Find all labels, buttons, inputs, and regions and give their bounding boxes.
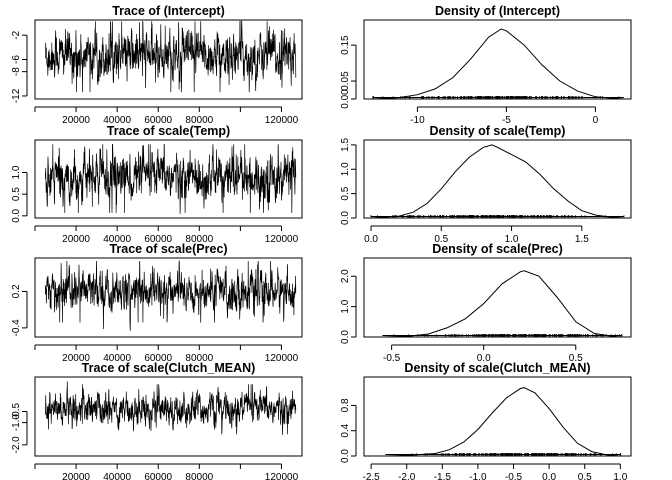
panel-2-y-tick-label: 0.05 bbox=[340, 71, 351, 91]
panel-6-y-tick-label: 0.0 bbox=[340, 330, 351, 344]
panel-7-x-tick-label: 40000 bbox=[103, 472, 131, 480]
panel-1-x-tick-label: 120000 bbox=[265, 115, 299, 126]
panel-5-plot-frame bbox=[34, 257, 303, 338]
panel-5-x-tick-label: 120000 bbox=[265, 353, 299, 364]
panel-8-y-tick-label: 0.4 bbox=[340, 423, 351, 437]
panel-3-title: Trace of scale(Temp) bbox=[107, 124, 230, 138]
panel-7-plot-frame bbox=[34, 376, 303, 457]
panel-1-x-tick-label: 20000 bbox=[62, 115, 90, 126]
panel-8-density-curve bbox=[385, 387, 621, 457]
panel-8-x-tick-label: -1.0 bbox=[469, 472, 487, 480]
panel-2-rug bbox=[372, 96, 624, 99]
panel-1-title: Trace of (Intercept) bbox=[112, 4, 225, 18]
panel-1-x-tick-label: 40000 bbox=[103, 115, 131, 126]
panel-4-y-tick-label: 0.0 bbox=[340, 211, 351, 225]
panel-1-x-tick-label: 80000 bbox=[185, 115, 213, 126]
panel-6-density-curve bbox=[382, 270, 622, 338]
panel-2-y-tick-label: 0.15 bbox=[340, 35, 351, 55]
panel-3-x-tick-label: 80000 bbox=[185, 234, 213, 245]
panel-6-x-tick-label: 0.5 bbox=[569, 353, 583, 364]
panel-7-x-tick-label: 60000 bbox=[144, 472, 172, 480]
panel-4-title: Density of scale(Temp) bbox=[430, 124, 566, 138]
panel-7-x-tick-label: 80000 bbox=[185, 472, 213, 480]
panel-5-x-tick-label: 20000 bbox=[62, 353, 90, 364]
panel-1-trace-line bbox=[44, 20, 297, 93]
panel-3-x-tick-label: 20000 bbox=[62, 234, 90, 245]
panel-5-y-tick-label: 0.2 bbox=[11, 284, 22, 298]
panel-8-title: Density of scale(Clutch_MEAN) bbox=[404, 361, 590, 375]
panel-2-x-tick-label: -10 bbox=[410, 115, 425, 126]
panel-4-x-tick-label: 0.5 bbox=[434, 234, 448, 245]
panel-3-trace-line bbox=[44, 143, 297, 214]
panel-7-trace-line bbox=[44, 381, 297, 436]
panel-8-x-tick-label: -2.5 bbox=[363, 472, 381, 480]
panel-1-x-tick-label: 60000 bbox=[144, 115, 172, 126]
panel-3-x-tick-label: 60000 bbox=[144, 234, 172, 245]
panel-4-density-curve bbox=[370, 144, 625, 219]
panel-8-rug bbox=[385, 453, 621, 456]
panel-3-plot-frame bbox=[34, 139, 303, 219]
panel-7-x-tick-label: 120000 bbox=[265, 472, 299, 480]
panel-2-title: Density of (Intercept) bbox=[435, 4, 560, 18]
panel-5-title: Trace of scale(Prec) bbox=[109, 242, 227, 256]
panel-2-x-tick-label: 0 bbox=[593, 115, 599, 126]
panel-1-y-tick-label: -2 bbox=[11, 30, 22, 39]
panel-4-y-tick-label: 1.0 bbox=[340, 162, 351, 176]
panel-7-y-tick-label: -0.5 bbox=[11, 402, 22, 420]
panel-5-x-tick-label: 40000 bbox=[103, 353, 131, 364]
panel-8-plot-frame bbox=[363, 376, 632, 457]
panel-4-plot-frame bbox=[363, 139, 632, 219]
panel-5-y-tick-label: -0.4 bbox=[11, 319, 22, 337]
panel-6-x-tick-label: -0.5 bbox=[383, 353, 401, 364]
panel-1-y-tick-label: -12 bbox=[11, 88, 22, 103]
panel-4-x-tick-label: 1.0 bbox=[505, 234, 519, 245]
panel-5-x-tick-label: 80000 bbox=[185, 353, 213, 364]
panel-8-x-tick-label: -1.5 bbox=[434, 472, 452, 480]
panel-1-y-tick-label: -6 bbox=[11, 55, 22, 64]
panel-4-x-tick-label: 0.0 bbox=[364, 234, 378, 245]
panel-4: Density of scale(Temp) 0.0 0.5 1.0 1.5 0.0 0.5… bbox=[340, 124, 632, 245]
panel-5-x-tick-label: 60000 bbox=[144, 353, 172, 364]
panel-2-density-curve bbox=[372, 28, 624, 100]
panel-7-x-tick-label: 20000 bbox=[62, 472, 90, 480]
panel-5-trace-line bbox=[44, 260, 297, 331]
panel-8-x-tick-label: 0.5 bbox=[578, 472, 592, 480]
panel-4-x-tick-label: 1.5 bbox=[575, 234, 589, 245]
panel-6: Density of scale(Prec) -0.5 0.0 0.5 0.0 1.0 2.… bbox=[340, 242, 632, 364]
panel-6-y-tick-label: 1.0 bbox=[340, 299, 351, 313]
panel-8: Density of scale(Clutch_MEAN) -2.5 -2.0 -1.… bbox=[340, 361, 632, 480]
panel-4-y-tick-label: 1.5 bbox=[340, 137, 351, 151]
panel-8-x-tick-label: -2.0 bbox=[398, 472, 416, 480]
panel-3: Trace of scale(Temp) 20000 40000 60000 80000… bbox=[11, 124, 303, 245]
panel-8-y-tick-label: 0.0 bbox=[340, 449, 351, 463]
panel-2: Density of (Intercept) -10 -5 0 0.000.05 0.15 bbox=[340, 4, 632, 126]
panel-8-x-tick-label: 1.0 bbox=[613, 472, 627, 480]
panel-1-plot-frame bbox=[34, 19, 303, 100]
panel-8-y-tick-label: 0.8 bbox=[340, 398, 351, 412]
panel-3-y-tick-label: 1.0 bbox=[11, 165, 22, 179]
panel-8-x-tick-label: -0.5 bbox=[505, 472, 523, 480]
panel-2-x-tick-label: -5 bbox=[502, 115, 511, 126]
panel-6-rug bbox=[382, 334, 623, 337]
panel-3-x-tick-label: 40000 bbox=[103, 234, 131, 245]
panel-3-y-tick-label: 0.5 bbox=[11, 187, 22, 201]
panel-7: Trace of scale(Clutch_MEAN) 20000 40000 600… bbox=[11, 361, 303, 480]
panel-3-y-tick-label: 0.0 bbox=[11, 208, 22, 222]
panel-4-rug bbox=[370, 215, 625, 218]
panel-3-x-tick-label: 120000 bbox=[265, 234, 299, 245]
panel-7-title: Trace of scale(Clutch_MEAN) bbox=[82, 361, 256, 375]
panel-4-y-tick-label: 0.5 bbox=[340, 186, 351, 200]
panel-5: Trace of scale(Prec) 20000 40000 60000 80000… bbox=[11, 242, 303, 364]
panel-6-title: Density of scale(Prec) bbox=[432, 242, 563, 256]
panel-8-x-tick-label: 0.0 bbox=[542, 472, 556, 480]
panel-2-y-tick-label: 0.00 bbox=[340, 89, 351, 109]
panel-6-plot-frame bbox=[363, 257, 632, 338]
panel-7-y-tick-label: -1.0 bbox=[11, 414, 22, 432]
panel-6-y-tick-label: 2.0 bbox=[340, 269, 351, 283]
panel-1: Trace of (Intercept) 20000 40000 60000 80000… bbox=[11, 4, 303, 126]
panel-6-x-tick-label: 0.0 bbox=[477, 353, 491, 364]
panel-1-y-tick-label: -8 bbox=[11, 67, 22, 76]
panel-7-y-tick-label: -2.0 bbox=[11, 436, 22, 454]
